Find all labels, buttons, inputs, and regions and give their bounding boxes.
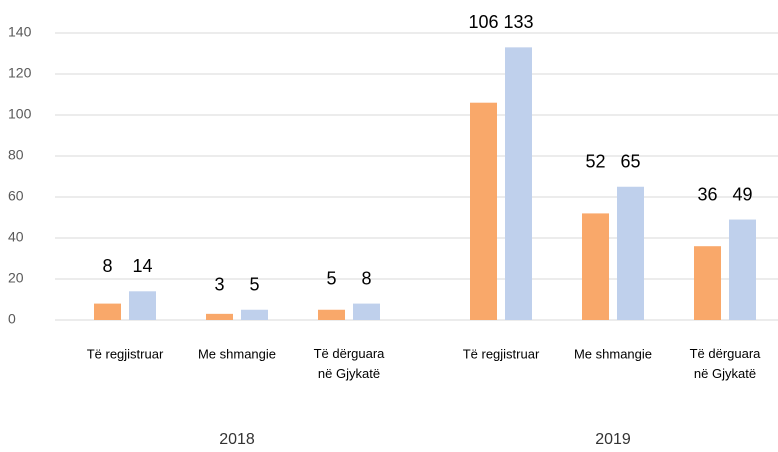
bar — [318, 309, 345, 320]
bar — [729, 219, 756, 320]
x-tick-label: Me shmangie — [198, 346, 276, 361]
bar — [206, 313, 233, 320]
y-tick-label: 80 — [8, 147, 24, 163]
group-label: 2018 — [219, 431, 255, 448]
bar — [94, 303, 121, 320]
x-tick-label: Të dërguara në Gjykatë — [314, 346, 386, 381]
y-tick-label: 140 — [8, 24, 32, 40]
bar — [505, 47, 532, 320]
data-label: 5 — [249, 275, 259, 295]
bar — [353, 303, 380, 320]
data-label: 14 — [132, 256, 152, 276]
bar — [241, 309, 268, 320]
data-label: 8 — [361, 268, 371, 288]
data-label: 8 — [102, 256, 112, 276]
data-label: 3 — [214, 275, 224, 295]
y-tick-label: 20 — [8, 270, 24, 286]
x-tick-label: Të regjistruar — [463, 346, 540, 361]
x-tick-label: Me shmangie — [574, 346, 652, 361]
data-label: 133 — [503, 12, 533, 32]
data-label: 65 — [620, 152, 640, 172]
bar — [129, 291, 156, 320]
y-tick-label: 0 — [8, 311, 16, 327]
y-tick-label: 40 — [8, 229, 24, 245]
data-label: 49 — [732, 184, 752, 204]
data-label: 52 — [585, 152, 605, 172]
bar — [617, 186, 644, 320]
y-tick-label: 120 — [8, 65, 32, 81]
bar — [582, 213, 609, 320]
x-tick-label: Të dërguara në Gjykatë — [690, 346, 762, 381]
data-label: 5 — [326, 268, 336, 288]
group-label: 2019 — [595, 431, 631, 448]
data-label: 106 — [468, 12, 498, 32]
bar — [694, 246, 721, 320]
bar — [470, 102, 497, 320]
y-tick-label: 100 — [8, 106, 32, 122]
x-tick-label: Të regjistruar — [87, 346, 164, 361]
y-tick-label: 60 — [8, 188, 24, 204]
data-label: 36 — [697, 184, 717, 204]
